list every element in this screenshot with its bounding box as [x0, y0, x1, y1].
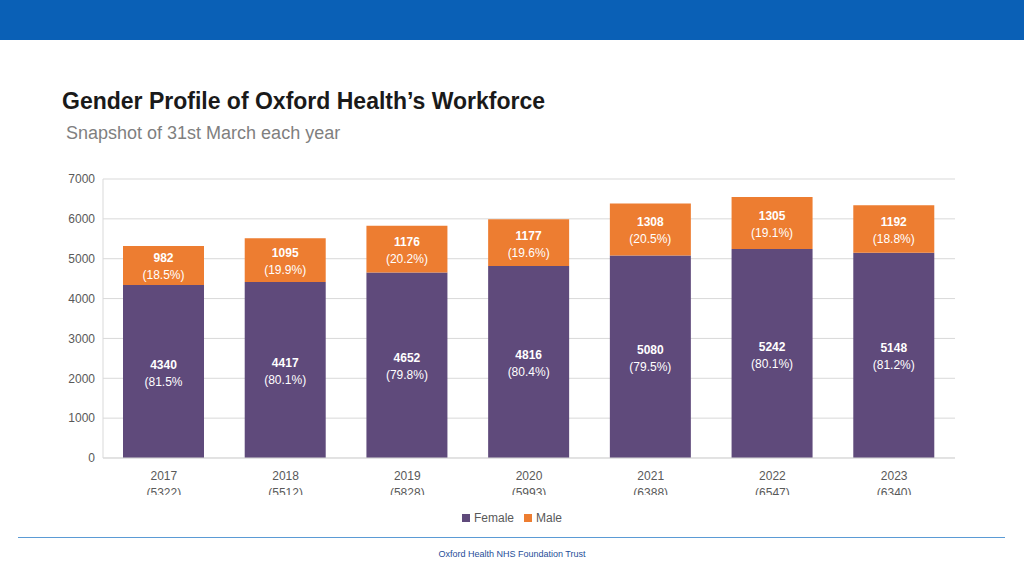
svg-text:5000: 5000	[68, 252, 95, 266]
svg-text:4652: 4652	[394, 351, 421, 365]
svg-text:(6388): (6388)	[633, 486, 668, 495]
svg-text:(5512): (5512)	[268, 486, 303, 495]
svg-text:(20.2%): (20.2%)	[386, 252, 428, 266]
svg-text:(19.1%): (19.1%)	[751, 226, 793, 240]
svg-text:1176: 1176	[394, 235, 420, 249]
svg-text:(81.5%: (81.5%	[144, 375, 182, 389]
svg-text:(5993): (5993)	[512, 486, 547, 495]
svg-text:(79.5%): (79.5%)	[629, 360, 671, 374]
svg-text:(5322): (5322)	[147, 486, 182, 495]
html-text:Gender Profile of Oxford Healt: Gender Profile of Oxford Health’s Workfo…	[62, 88, 546, 114]
svg-text:2019: 2019	[394, 469, 421, 483]
svg-text:2000: 2000	[68, 372, 95, 386]
svg-text:1308: 1308	[637, 215, 664, 229]
html-text:Oxford Health NHS Foundation T: Oxford Health NHS Foundation Trust	[438, 549, 586, 559]
svg-text:7000: 7000	[68, 172, 95, 186]
svg-text:(80.4%): (80.4%)	[508, 365, 550, 379]
svg-text:2022: 2022	[759, 469, 786, 483]
svg-text:0: 0	[88, 451, 95, 465]
svg-text:2021: 2021	[637, 469, 664, 483]
svg-text:3000: 3000	[68, 332, 95, 346]
svg-text:4000: 4000	[68, 292, 95, 306]
svg-text:2018: 2018	[272, 469, 299, 483]
html-text:Male: Male	[536, 511, 562, 525]
svg-text:1095: 1095	[272, 246, 299, 260]
html-text:Female: Female	[474, 511, 514, 525]
svg-text:1192: 1192	[881, 215, 907, 229]
svg-text:1177: 1177	[516, 229, 542, 243]
svg-text:982: 982	[153, 251, 173, 265]
svg-text:(18.5%): (18.5%)	[142, 268, 184, 282]
svg-text:4340: 4340	[150, 358, 177, 372]
svg-text:(81.2%): (81.2%)	[873, 358, 915, 372]
svg-text:5148: 5148	[880, 341, 907, 355]
svg-text:(5828): (5828)	[390, 486, 425, 495]
svg-text:(19.9%): (19.9%)	[264, 263, 306, 277]
svg-text:1305: 1305	[759, 209, 786, 223]
svg-text:2017: 2017	[151, 469, 178, 483]
svg-text:(6547): (6547)	[755, 486, 790, 495]
svg-text:(18.8%): (18.8%)	[873, 232, 915, 246]
svg-text:(20.5%): (20.5%)	[629, 232, 671, 246]
svg-text:2023: 2023	[881, 469, 908, 483]
svg-text:(6340): (6340)	[877, 486, 912, 495]
svg-text:1000: 1000	[68, 411, 95, 425]
svg-text:4417: 4417	[272, 356, 299, 370]
svg-text:4816: 4816	[515, 348, 542, 362]
html-text:Snapshot of 31st March each ye: Snapshot of 31st March each year	[66, 123, 341, 143]
svg-text:(80.1%): (80.1%)	[751, 357, 793, 371]
svg-text:2020: 2020	[516, 469, 543, 483]
svg-text:5080: 5080	[637, 343, 664, 357]
svg-text:6000: 6000	[68, 212, 95, 226]
svg-text:(19.6%): (19.6%)	[508, 246, 550, 260]
svg-text:(80.1%): (80.1%)	[264, 373, 306, 387]
svg-text:5242: 5242	[759, 340, 786, 354]
svg-text:(79.8%): (79.8%)	[386, 368, 428, 382]
